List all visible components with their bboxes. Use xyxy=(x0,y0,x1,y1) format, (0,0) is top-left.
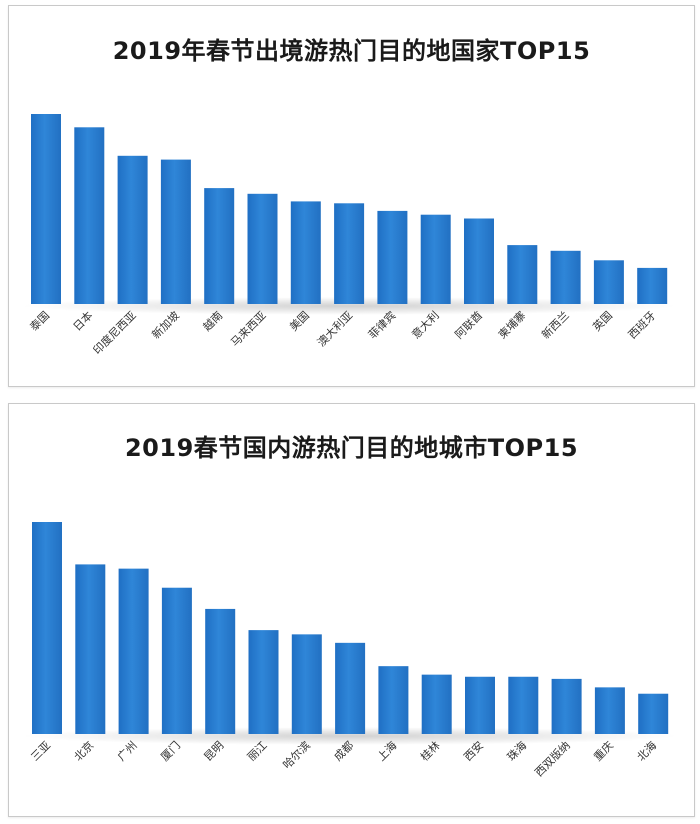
domestic-bar xyxy=(335,642,366,734)
domestic-bar-chart: 三亚 北京 广州 厦门 昆明 丽江 哈尔滨 成都 上海 桂林 西安 珠海 西双版纳 重庆 北海 xyxy=(22,522,679,779)
domestic-bar xyxy=(248,630,279,734)
chart-panel-domestic: 2019春节国内游热门目的地城市TOP15 三亚 北京 广州 厦门 昆明 丽江 哈尔滨 成都上… xyxy=(8,403,695,817)
domestic-bar xyxy=(378,666,409,734)
domestic-category-label: 北海 xyxy=(634,738,659,763)
outbound-bar xyxy=(117,155,148,304)
outbound-bar xyxy=(637,267,668,304)
domestic-bar xyxy=(291,634,322,734)
outbound-bar xyxy=(464,218,494,304)
outbound-category-label: 印度尼西亚 xyxy=(90,308,139,357)
outbound-bar xyxy=(160,159,191,304)
domestic-category-label: 三亚 xyxy=(28,739,53,764)
chart-title-outbound: 2019年春节出境游热门目的地国家TOP15 xyxy=(112,37,591,65)
outbound-category-label: 日本 xyxy=(70,308,95,333)
domestic-bar xyxy=(508,676,539,734)
outbound-category-label: 英国 xyxy=(590,308,615,333)
outbound-bar xyxy=(334,203,365,304)
domestic-bar xyxy=(465,676,495,734)
domestic-category-label: 西双版纳 xyxy=(532,738,573,779)
domestic-bar xyxy=(638,693,669,734)
domestic-bar xyxy=(205,608,236,734)
outbound-bar xyxy=(593,260,624,304)
outbound-bar-chart: 泰国 日本印度尼西亚 新加坡 越南 马来西亚 美国 澳大利亚 菲律宾 意大利 阿联酋 柬埔寨 新西兰英… xyxy=(21,114,678,357)
domestic-bar xyxy=(551,678,582,734)
outbound-category-label: 西班牙 xyxy=(626,309,659,342)
domestic-bar xyxy=(594,687,625,734)
chart-title-domestic: 2019春节国内游热门目的地城市TOP15 xyxy=(124,434,579,462)
outbound-bar xyxy=(550,250,581,304)
domestic-bar xyxy=(32,522,62,734)
domestic-bar xyxy=(161,587,192,734)
outbound-category-label: 泰国 xyxy=(27,308,52,333)
domestic-bar xyxy=(75,564,106,734)
outbound-bar xyxy=(247,193,278,304)
outbound-bar xyxy=(204,188,235,304)
outbound-category-label: 马来西亚 xyxy=(228,309,268,349)
outbound-bar xyxy=(420,214,451,304)
domestic-bar xyxy=(421,674,452,734)
outbound-bar xyxy=(74,127,105,304)
domestic-bar xyxy=(118,568,149,734)
outbound-bar xyxy=(507,245,538,304)
outbound-bar xyxy=(31,114,61,304)
outbound-bar xyxy=(290,201,321,304)
domestic-category-label: 北京 xyxy=(71,738,96,763)
outbound-bar xyxy=(377,210,408,304)
chart-panel-outbound: 2019年春节出境游热门目的地国家TOP15 泰国 日本 印度尼西亚 新加坡 越南 马来西… xyxy=(8,5,695,387)
domestic-category-label: 重庆 xyxy=(591,738,616,763)
